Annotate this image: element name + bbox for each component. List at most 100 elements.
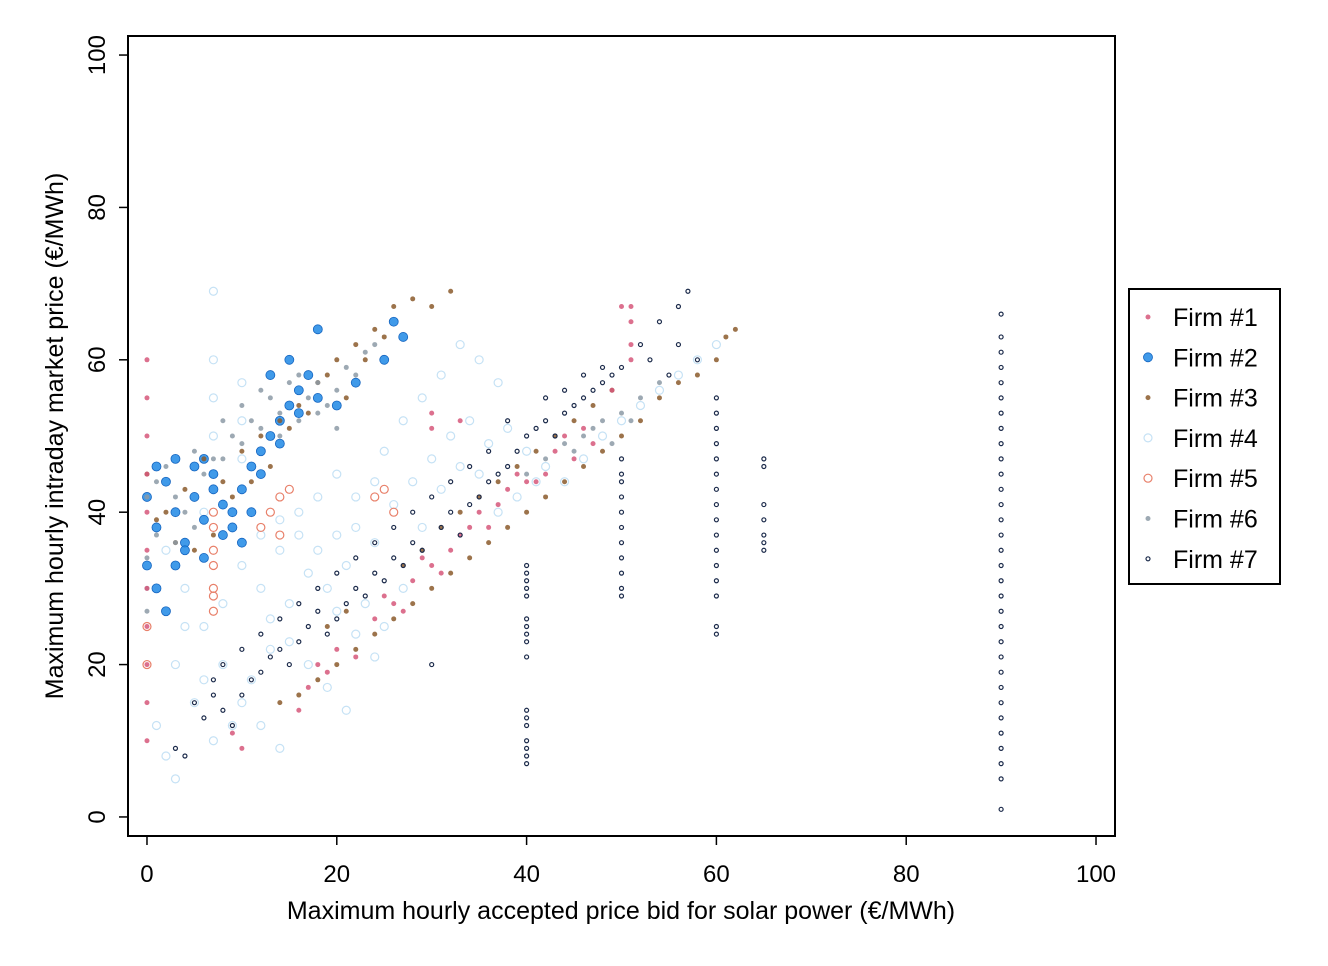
point-firm4-17 — [484, 439, 494, 449]
point-firm4-52 — [170, 774, 181, 784]
point-firm4-66 — [341, 705, 351, 715]
point-firm4-44 — [436, 484, 446, 494]
point-firm7-68 — [618, 471, 625, 477]
point-firm4-45 — [455, 461, 465, 472]
point-firm3-51 — [353, 646, 359, 652]
point-firm2-7 — [208, 469, 219, 479]
point-firm7-138 — [505, 418, 511, 424]
point-firm6-0 — [144, 494, 150, 500]
point-firm1-0 — [144, 357, 150, 363]
point-firm3-10 — [334, 357, 340, 363]
point-firm3-41 — [723, 334, 729, 340]
point-firm1-4 — [144, 509, 150, 515]
point-firm6-16 — [296, 372, 302, 378]
point-firm7-90 — [713, 562, 720, 569]
point-firm7-148 — [315, 585, 321, 591]
point-firm7-97 — [761, 501, 767, 508]
point-firm7-37 — [533, 425, 539, 431]
point-firm7-77 — [618, 593, 625, 599]
point-firm3-31 — [543, 494, 549, 500]
point-firm4-81 — [218, 599, 228, 609]
point-firm7-85 — [713, 486, 720, 492]
point-firm7-128 — [998, 715, 1004, 721]
point-firm4-73 — [455, 339, 465, 350]
point-firm1-14 — [619, 303, 624, 309]
point-firm7-146 — [353, 555, 359, 561]
point-firm7-144 — [391, 524, 397, 531]
point-firm3-29 — [381, 334, 387, 340]
point-firm7-16 — [334, 616, 340, 622]
point-firm6-24 — [372, 342, 378, 348]
point-firm3-53 — [315, 677, 321, 683]
point-firm5-16 — [142, 659, 152, 670]
point-firm3-17 — [286, 425, 292, 431]
point-firm2-11 — [246, 461, 257, 472]
point-firm1-16 — [628, 319, 634, 325]
point-firm1-43 — [533, 479, 539, 485]
point-firm1-13 — [457, 418, 463, 424]
point-firm3-34 — [600, 448, 606, 454]
point-firm4-22 — [578, 454, 589, 464]
x-axis-title: Maximum hourly accepted price bid for so… — [287, 897, 955, 925]
point-firm7-127 — [998, 700, 1004, 706]
point-firm4-86 — [313, 545, 323, 555]
point-firm4-23 — [597, 431, 608, 441]
point-firm2-25 — [161, 606, 171, 617]
point-firm3-67 — [571, 418, 577, 424]
point-firm1-46 — [438, 570, 444, 576]
point-firm4-70 — [398, 416, 408, 426]
point-firm7-40 — [561, 410, 568, 416]
point-firm7-94 — [713, 631, 720, 637]
point-firm4-49 — [531, 477, 541, 487]
point-firm7-59 — [523, 639, 530, 645]
point-firm3-3 — [201, 456, 207, 462]
point-firm4-71 — [417, 393, 427, 403]
point-firm2-43 — [142, 560, 152, 571]
point-firm7-69 — [618, 479, 625, 485]
point-firm1-3 — [144, 471, 150, 477]
point-firm7-99 — [761, 532, 767, 538]
point-firm7-101 — [761, 547, 767, 553]
point-firm3-39 — [694, 372, 700, 378]
point-firm2-8 — [218, 499, 228, 510]
point-firm6-37 — [144, 608, 150, 614]
point-firm7-10 — [277, 646, 283, 652]
point-firm3-8 — [296, 403, 302, 409]
point-firm5-1 — [208, 522, 219, 533]
point-firm3-18 — [305, 410, 311, 416]
point-firm1-26 — [476, 509, 482, 515]
point-firm7-116 — [998, 532, 1004, 538]
point-firm7-45 — [609, 372, 615, 378]
point-firm4-88 — [351, 492, 361, 502]
point-firm7-24 — [410, 540, 416, 546]
point-firm7-55 — [523, 593, 530, 599]
point-firm4-78 — [370, 652, 380, 662]
point-firm3-7 — [277, 418, 283, 424]
point-firm7-154 — [210, 677, 217, 683]
legend-marker-firm7 — [1145, 556, 1151, 562]
point-firm7-13 — [305, 623, 311, 630]
point-firm1-48 — [400, 608, 406, 614]
point-firm6-46 — [571, 448, 577, 454]
point-firm6-28 — [277, 433, 283, 439]
point-firm3-1 — [163, 509, 169, 515]
point-firm7-119 — [998, 578, 1004, 584]
point-firm7-15 — [324, 631, 330, 637]
point-firm7-152 — [239, 646, 245, 652]
point-firm4-36 — [284, 599, 294, 609]
point-firm4-25 — [635, 400, 646, 411]
point-firm7-25 — [419, 547, 425, 553]
point-firm7-126 — [998, 684, 1004, 691]
plot-frame — [127, 35, 1116, 837]
legend-label-firm6: Firm #6 — [1173, 506, 1258, 534]
point-firm4-77 — [351, 629, 361, 639]
point-firm7-58 — [523, 631, 530, 637]
point-firm6-21 — [343, 364, 349, 370]
point-firm1-5 — [144, 547, 150, 553]
point-firm3-33 — [581, 463, 587, 469]
point-firm4-11 — [370, 538, 380, 548]
point-firm7-157 — [561, 387, 568, 393]
point-firm4-5 — [256, 583, 266, 593]
point-firm7-18 — [353, 585, 359, 591]
point-firm5-4 — [208, 606, 219, 616]
